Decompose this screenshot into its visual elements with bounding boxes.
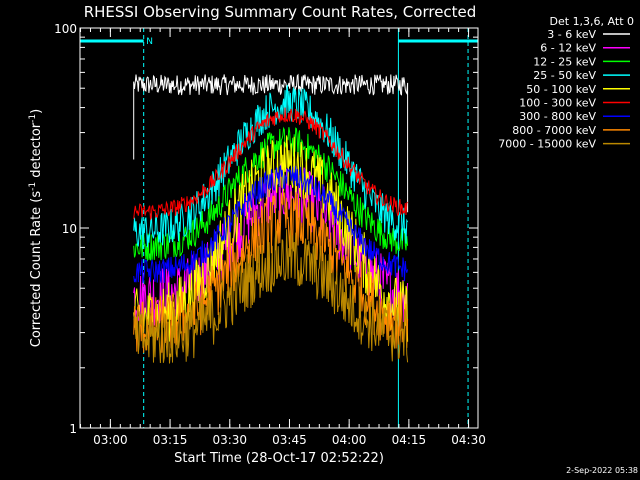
legend-label: 100 - 300 keV: [519, 97, 596, 110]
legend-label: 6 - 12 keV: [540, 42, 596, 55]
series-line-3: [133, 84, 409, 249]
legend-header: Det 1,3,6, Att 0: [550, 15, 634, 28]
y-axis: 1 10 100: [54, 22, 478, 436]
x-tick-label: 04:30: [451, 433, 486, 447]
series-line-8: [133, 229, 409, 364]
chart-title: RHESSI Observing Summary Count Rates, Co…: [84, 3, 477, 21]
y-label-superscript: -1: [28, 114, 38, 123]
y-label-text: Corrected Count Rate (s: [29, 191, 44, 348]
series-line-4: [133, 135, 409, 349]
y-label-text: detector: [29, 122, 44, 182]
y-axis-label: Corrected Count Rate (s-1 detector-1): [28, 109, 44, 347]
y-label-text: ): [29, 109, 44, 114]
footer-timestamp: 2-Sep-2022 05:38: [566, 466, 638, 475]
series-line-7: [133, 190, 409, 354]
y-tick-label: 10: [62, 222, 77, 236]
legend-label: 300 - 800 keV: [519, 110, 596, 123]
legend-label: 25 - 50 keV: [533, 69, 596, 82]
x-tick-label: 03:15: [153, 433, 188, 447]
legend-label: 800 - 7000 keV: [512, 124, 596, 137]
legend-label: 7000 - 15000 keV: [498, 138, 596, 151]
series-line-0: [133, 73, 409, 213]
x-tick-label: 04:00: [332, 433, 367, 447]
series-layer: [133, 73, 409, 364]
x-axis-label: Start Time (28-Oct-17 02:52:22): [174, 451, 384, 466]
flag-bars: N: [80, 37, 478, 47]
x-tick-label: 03:30: [212, 433, 247, 447]
flag-bar-label: N: [146, 37, 153, 47]
y-tick-label: 100: [54, 22, 77, 36]
x-tick-label: 03:45: [272, 433, 307, 447]
legend-label: 3 - 6 keV: [547, 28, 596, 41]
x-tick-label: 03:00: [93, 433, 128, 447]
y-label-superscript: -1: [28, 182, 38, 191]
series-line-5: [133, 107, 408, 221]
y-tick-label: 1: [69, 422, 77, 436]
x-axis: 03:00 03:15 03:30 03:45 04:00 04:15 04:30: [80, 28, 486, 447]
x-tick-label: 04:15: [392, 433, 427, 447]
legend-label: 12 - 25 keV: [533, 55, 596, 68]
legend-label: 50 - 100 keV: [526, 83, 596, 96]
series-line-6: [133, 165, 409, 284]
